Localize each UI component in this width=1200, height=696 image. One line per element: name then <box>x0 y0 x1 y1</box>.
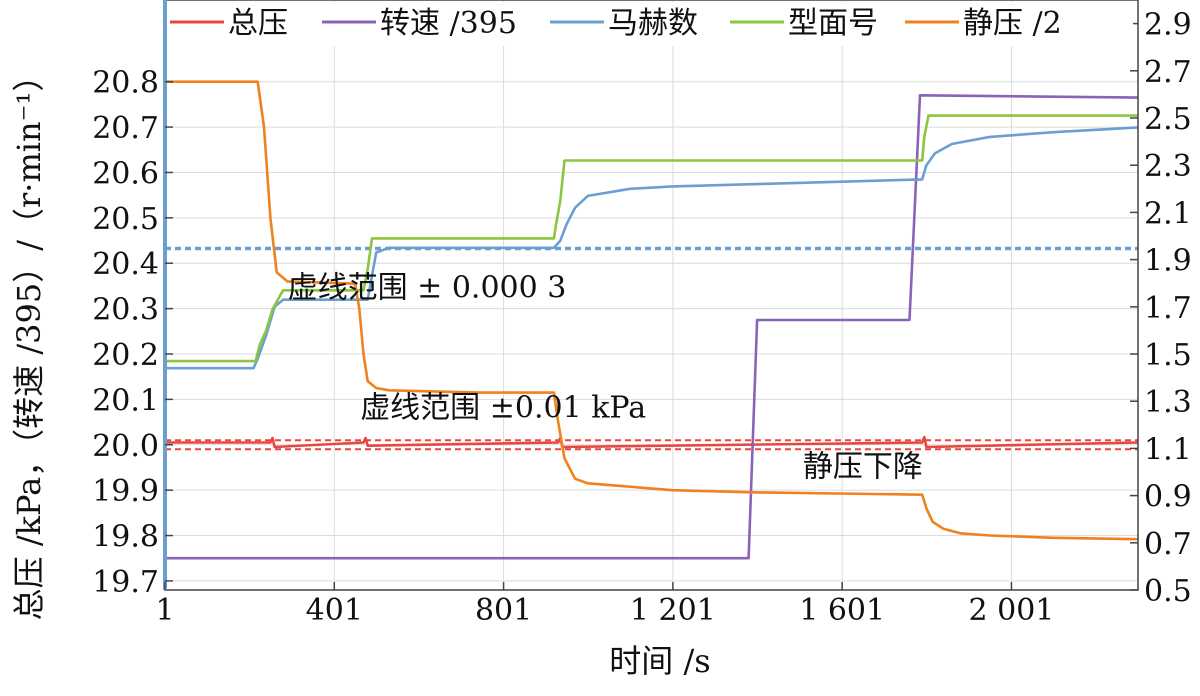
x-tick-label: 1 601 <box>799 593 885 628</box>
y-right-tick-label: 1.5 <box>1144 338 1192 373</box>
x-axis-title: 时间 /s <box>609 642 710 680</box>
series-lines <box>165 80 1139 560</box>
grid <box>165 0 1138 590</box>
y-right-tick-label: 1.3 <box>1144 385 1192 420</box>
y-left-tick-label: 19.7 <box>92 565 159 600</box>
y-right-tick-label: 2.9 <box>1144 8 1192 43</box>
y-left-tick-label: 20.7 <box>92 111 159 146</box>
legend-label: 型面号 <box>788 6 878 41</box>
annotation-label: 虚线范围 ±0.01 kPa <box>360 391 646 426</box>
y-right-tick-label: 1.7 <box>1144 291 1192 326</box>
y-right-tick-label: 0.9 <box>1144 480 1192 515</box>
y-left-tick-label: 20.0 <box>92 429 159 464</box>
x-axis-ticks: 1 401 801 1 201 1 601 2 001 <box>155 582 1054 628</box>
y-right-tick-label: 2.5 <box>1144 102 1192 137</box>
y-left-tick-label: 19.9 <box>92 474 159 509</box>
series-line <box>165 94 1139 560</box>
series-line <box>165 80 1139 541</box>
y-left-tick-label: 20.2 <box>92 338 159 373</box>
y-right-tick-label: 2.3 <box>1144 149 1192 184</box>
x-tick-label: 1 <box>155 593 174 628</box>
series-line <box>165 435 1139 449</box>
x-tick-label: 401 <box>306 593 363 628</box>
x-tick-label: 801 <box>475 593 532 628</box>
y-right-tick-label: 2.7 <box>1144 55 1192 90</box>
reference-lines <box>165 246 1138 451</box>
legend-label: 马赫数 <box>608 6 698 41</box>
x-tick-label: 1 201 <box>630 593 716 628</box>
y-left-axis-ticks: 19.7 19.8 19.9 20.0 20.1 20.2 20.3 20.4 20.5 20.6… <box>92 66 173 600</box>
annotations: 虚线范围 ± 0.000 3 虚线范围 ±0.01 kPa 静压下降 <box>288 270 923 484</box>
y-left-tick-label: 19.8 <box>92 520 159 555</box>
legend-label: 静压 /2 <box>963 6 1062 41</box>
annotation-label: 虚线范围 ± 0.000 3 <box>288 270 567 305</box>
y-left-tick-label: 20.8 <box>92 66 159 101</box>
y-right-tick-label: 0.5 <box>1144 574 1192 609</box>
y-right-tick-label: 2.1 <box>1144 196 1192 231</box>
x-tick-label: 2 001 <box>969 593 1055 628</box>
y-left-tick-label: 20.4 <box>92 247 159 282</box>
series-line <box>165 114 1138 363</box>
annotation-label: 静压下降 <box>803 450 923 485</box>
y-right-axis-ticks: 0.5 0.7 0.9 1.1 1.3 1.5 1.7 1.9 2.1 2.3 2.5 2.7 2.9 <box>1130 8 1192 609</box>
y-right-tick-label: 1.1 <box>1144 432 1192 467</box>
y-left-tick-label: 20.6 <box>92 156 159 191</box>
legend-label: 转速 /395 <box>380 6 517 41</box>
legend-label: 总压 <box>228 6 288 41</box>
y-left-tick-label: 20.1 <box>92 383 159 418</box>
y-axis-title-left: 总压 /kPa，（转速 /395）/（r·min⁻¹） <box>10 60 48 621</box>
y-right-tick-label: 0.7 <box>1144 527 1192 562</box>
y-left-tick-label: 20.5 <box>92 202 159 237</box>
legend: 总压 转速 /395 马赫数 型面号 静压 /2 <box>168 2 1133 46</box>
y-right-tick-label: 1.9 <box>1144 244 1192 279</box>
y-left-tick-label: 20.3 <box>92 293 159 328</box>
legend-background <box>168 2 1133 46</box>
